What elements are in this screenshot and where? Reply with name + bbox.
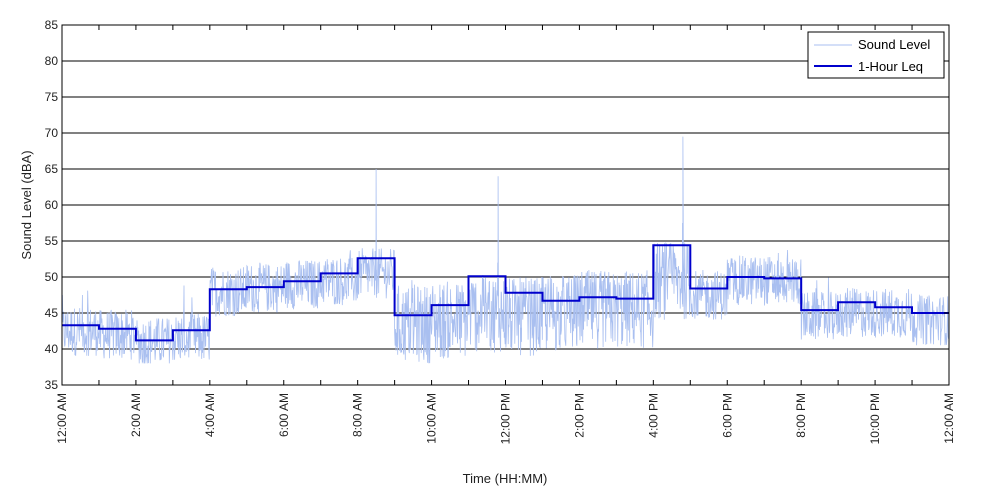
x-tick-label: 8:00 PM xyxy=(794,393,808,438)
sound-level-series xyxy=(61,136,950,364)
y-tick-label: 75 xyxy=(45,90,59,104)
y-tick-label: 70 xyxy=(45,126,59,140)
x-tick-label: 2:00 PM xyxy=(572,393,586,438)
x-tick-label: 4:00 PM xyxy=(646,393,660,438)
y-tick-label: 85 xyxy=(45,18,59,32)
x-tick-label: 12:00 AM xyxy=(55,393,69,444)
x-axis-ticks: 12:00 AM 2:00 AM 4:00 AM 6:00 AM 8:00 AM 10:0… xyxy=(55,25,956,444)
y-tick-label: 65 xyxy=(45,162,59,176)
legend: Sound Level 1-Hour Leq xyxy=(807,31,945,79)
legend-box xyxy=(807,31,945,79)
legend-label-leq: 1-Hour Leq xyxy=(858,59,923,74)
x-axis-title: Time (HH:MM) xyxy=(463,471,548,486)
leq-series xyxy=(62,244,949,342)
x-tick-label: 12:00 AM xyxy=(942,393,956,444)
y-axis-ticks: 35 40 45 50 55 60 65 70 75 80 85 xyxy=(45,18,949,392)
x-tick-label: 10:00 AM xyxy=(425,393,439,444)
x-tick-label: 12:00 PM xyxy=(499,393,513,444)
y-axis-title: Sound Level (dBA) xyxy=(19,150,34,259)
y-tick-label: 40 xyxy=(45,342,59,356)
legend-label-sound-level: Sound Level xyxy=(858,37,930,52)
x-tick-label: 4:00 AM xyxy=(203,393,217,437)
y-tick-label: 45 xyxy=(45,306,59,320)
leq-step-line xyxy=(62,244,949,342)
sound-level-line xyxy=(61,136,950,364)
x-tick-label: 6:00 PM xyxy=(720,393,734,438)
y-tick-label: 55 xyxy=(45,234,59,248)
x-tick-label: 6:00 AM xyxy=(277,393,291,437)
y-tick-label: 60 xyxy=(45,198,59,212)
y-tick-label: 80 xyxy=(45,54,59,68)
y-tick-label: 35 xyxy=(45,378,59,392)
x-tick-label: 10:00 PM xyxy=(868,393,882,444)
x-tick-label: 8:00 AM xyxy=(351,393,365,437)
x-tick-label: 2:00 AM xyxy=(129,393,143,437)
y-tick-label: 50 xyxy=(45,270,59,284)
